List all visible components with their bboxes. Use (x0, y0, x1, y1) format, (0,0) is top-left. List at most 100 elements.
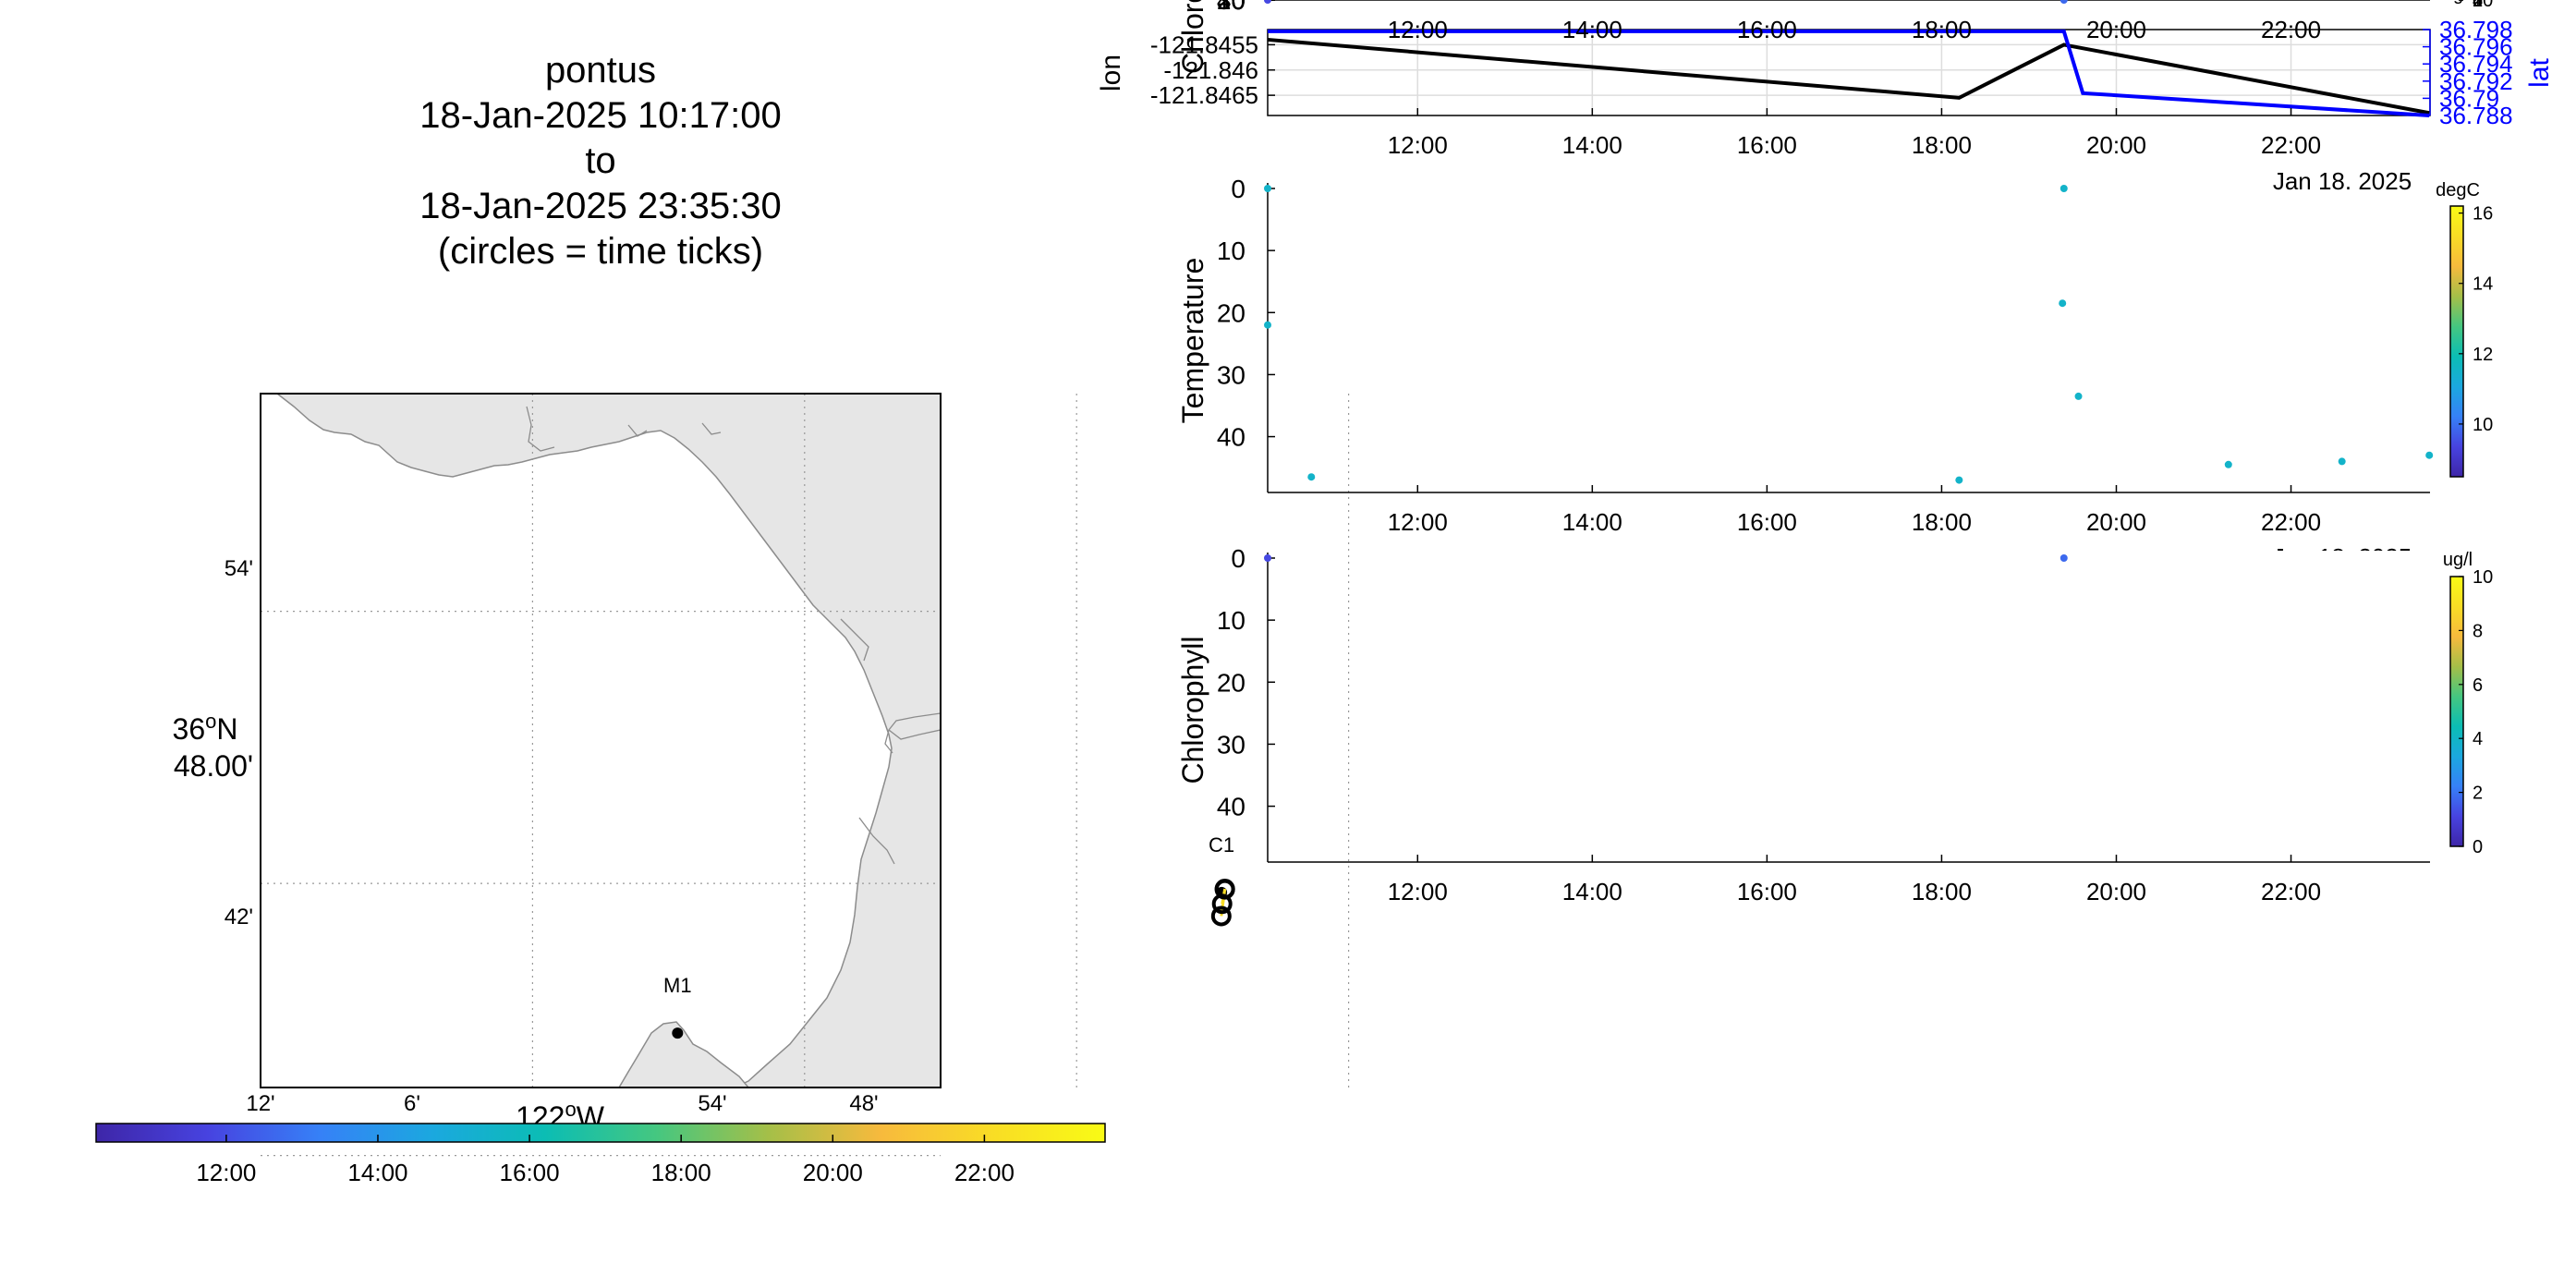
chlorophyll-dup-colorbar-label-2: 4 (2473, 0, 2483, 11)
lon-deg-symbol: o (565, 1098, 576, 1121)
lon-lat-xtick-label-2: 16:00 (1737, 131, 1797, 159)
chlorophyll-xtick-label-1: 14:00 (1562, 878, 1622, 905)
lon-ytick-label-1: -121.846 (1163, 56, 1258, 84)
chlorophyll-dup-ytick-label-0: 0 (1231, 0, 1245, 15)
chlorophyll-dup-colorbar-label-1: 2 (2473, 0, 2483, 11)
lat-tick-4800: 48.00' (174, 749, 253, 783)
river-inlet-south (858, 817, 895, 865)
chlorophyll-point-1 (2060, 554, 2068, 562)
temperature-colorbar-unit: degC (2436, 180, 2480, 200)
temperature-point-3 (1955, 476, 1963, 484)
chlorophyll-colorbar-label-3: 6 (2473, 675, 2483, 696)
temperature-ytick-label-0: 0 (1231, 175, 1245, 203)
chlorophyll-ytick-label-4: 40 (1217, 793, 1245, 821)
time-colorbar: 12:00 14:00 16:00 18:00 20:00 22:00 (95, 1123, 1106, 1186)
temperature-xtick-label-2: 16:00 (1737, 508, 1797, 536)
station-label-m1: M1 (663, 974, 692, 997)
temperature-colorbar-label-0: 10 (2473, 415, 2493, 435)
chlorophyll-colorbar-label-2: 4 (2473, 729, 2483, 749)
title-line-start: 18-Jan-2025 10:17:00 (419, 95, 782, 136)
chlorophyll-dup-colorbar-label-5: 10 (2473, 0, 2493, 11)
lat-ytick-label-5: 36.788 (2439, 102, 2513, 129)
time-colorbar-label-4: 20:00 (803, 1159, 863, 1186)
title-line-note: (circles = time ticks) (437, 231, 764, 272)
temperature-colorbar-label-1: 12 (2473, 345, 2493, 365)
time-colorbar-label-0: 12:00 (196, 1159, 256, 1186)
chlorophyll-dup-xtick-label-2: 16:00 (1737, 16, 1797, 43)
lon-lat-xtick-label-0: 12:00 (1388, 131, 1448, 159)
lat-ytick-label-0: 36.798 (2439, 16, 2513, 43)
lat-ytick-label-3: 36.792 (2439, 67, 2513, 95)
lon-tick-6: 6' (404, 1091, 420, 1116)
lon-lat-xtick-label-1: 14:00 (1562, 131, 1622, 159)
temperature-point-6 (2074, 392, 2083, 400)
chlorophyll-colorbar-label-5: 10 (2473, 567, 2493, 588)
chlorophyll-colorbar-unit: ug/l (2443, 550, 2473, 570)
chlorophyll-dup-xtick-label-0: 12:00 (1388, 16, 1448, 43)
coastline-south-peninsula (618, 1021, 749, 1088)
chlorophyll-point-0 (1264, 554, 1271, 562)
temperature-point-7 (2224, 460, 2232, 468)
station-marker-m1 (672, 1027, 684, 1039)
temperature-point-8 (2338, 457, 2346, 466)
lon-lat-panel: -121.8455-121.846-121.8465lon36.79836.79… (1096, 16, 2555, 195)
temperature-ytick-label-3: 30 (1217, 360, 1245, 389)
river-north (526, 406, 722, 452)
map-track (1210, 879, 1235, 927)
chlorophyll-dup-colorbar-label-0: 0 (2473, 0, 2483, 11)
figure-title: pontus 18-Jan-2025 10:17:00 to 18-Jan-20… (277, 48, 924, 274)
time-colorbar-label-1: 14:00 (347, 1159, 407, 1186)
lat-tick-54: 54' (225, 556, 253, 581)
temperature-point-0 (1264, 185, 1271, 192)
temperature-colorbar-label-2: 14 (2473, 274, 2493, 295)
lon-axis-label: lon (1096, 55, 1126, 91)
chlorophyll-ytick-label-3: 30 (1217, 730, 1245, 759)
temperature-xtick-label-5: 22:00 (2261, 508, 2321, 536)
temperature-colorbar-bar (2449, 205, 2464, 478)
lat-deg-symbol: o (205, 710, 216, 733)
temperature-xtick-label-3: 18:00 (1912, 508, 1972, 536)
lat-deg-value: 36 (173, 712, 206, 746)
lon-tick-12: 12' (246, 1091, 274, 1116)
temperature-ylabel: Temperature (1176, 258, 1209, 424)
chlorophyll-xtick-label-3: 18:00 (1912, 878, 1972, 905)
temperature-point-9 (2425, 451, 2434, 459)
timeseries-panels: -121.8455-121.846-121.8465lon36.79836.79… (1096, 0, 2555, 905)
chlorophyll-dup-point-1 (2060, 0, 2068, 4)
title-line-platform: pontus (544, 50, 657, 91)
lat-ytick-label-1: 36.796 (2439, 33, 2513, 61)
lat-deg-dir: N (216, 712, 237, 746)
lon-ytick-label-0: -121.8455 (1150, 30, 1258, 58)
lon-lat-xtick-label-5: 22:00 (2261, 131, 2321, 159)
temperature-ytick-label-1: 10 (1217, 237, 1245, 265)
chlorophyll-dup-xtick-label-4: 20:00 (2086, 16, 2146, 43)
lat-ytick-label-2: 36.794 (2439, 50, 2513, 78)
temperature-xtick-label-0: 12:00 (1388, 508, 1448, 536)
map-frame (260, 393, 942, 1088)
chlorophyll-dup-ylabel: Chlorophyll (1176, 0, 1209, 74)
chlorophyll-ytick-label-2: 20 (1217, 668, 1245, 697)
time-colorbar-label-3: 18:00 (651, 1159, 711, 1186)
chlorophyll-xtick-label-4: 20:00 (2086, 878, 2146, 905)
temperature-xtick-label-4: 20:00 (2086, 508, 2146, 536)
chlorophyll-dup-colorbar-label-4: 8 (2473, 0, 2483, 11)
track-time-tick-2 (1214, 879, 1235, 900)
temperature-panel: 0 10 20 30 40 Temperature 12:00 14:00 16:00 18:00… (1176, 175, 2493, 536)
chlorophyll-dup-point-0 (1264, 0, 1271, 4)
chlorophyll-ytick-label-0: 0 (1231, 544, 1245, 573)
chlorophyll-dup-colorbar-unit: ug/l (2443, 0, 2473, 5)
lat-axis-label: lat (2524, 57, 2555, 87)
station-label-c1: C1 (1209, 833, 1234, 857)
title-line-to: to (585, 140, 616, 181)
lon-lat-xtick-label-4: 20:00 (2086, 131, 2146, 159)
chlorophyll-dup-ytick-label-2: 20 (1217, 0, 1245, 15)
lon-tick-54: 54' (698, 1091, 726, 1116)
title-line-end: 18-Jan-2025 23:35:30 (419, 186, 782, 226)
chlorophyll-dup-xtick-label-1: 14:00 (1562, 16, 1622, 43)
chlorophyll-colorbar-label-4: 8 (2473, 621, 2483, 641)
temperature-point-5 (2059, 299, 2067, 308)
lat-series-line (1268, 29, 2430, 117)
chlorophyll-dup-ytick-label-4: 40 (1217, 0, 1245, 15)
map-lat-labels: 54' 42' 36oN 48.00' (173, 556, 253, 930)
